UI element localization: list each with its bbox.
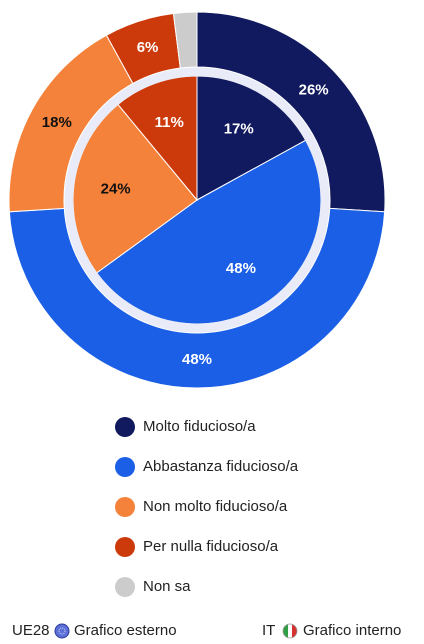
data-label: 18%: [42, 114, 72, 131]
eu-icon: [54, 623, 70, 639]
legend-label: Molto fiducioso/a: [143, 418, 256, 435]
data-label: 48%: [226, 260, 256, 277]
legend-swatch: [115, 497, 135, 517]
legend: Molto fiducioso/a Abbastanza fiducioso/a N…: [115, 417, 299, 597]
legend-swatch: [115, 537, 135, 557]
data-label: 17%: [224, 120, 254, 137]
data-label: 11%: [155, 114, 184, 131]
legend-swatch: [115, 417, 135, 437]
outer-slice: [8, 207, 386, 389]
inner-caption: Grafico interno: [303, 622, 401, 639]
inner-series-name: IT: [262, 622, 275, 639]
data-label: 24%: [101, 181, 131, 198]
outer-caption: Grafico esterno: [74, 622, 177, 639]
legend-swatch: [115, 577, 135, 597]
footer: UE28 Grafico esterno IT Grafico interno: [12, 622, 401, 639]
data-label: 6%: [137, 39, 159, 56]
legend-swatch: [115, 457, 135, 477]
data-label: 48%: [182, 351, 212, 368]
pie: 26% 48% 18% 6% 17% 48% 24% 11%: [8, 11, 386, 389]
legend-label: Abbastanza fiducioso/a: [143, 458, 299, 475]
outer-series-name: UE28: [12, 622, 50, 639]
legend-label: Per nulla fiducioso/a: [143, 538, 279, 555]
legend-label: Non sa: [143, 578, 191, 595]
data-label: 26%: [299, 81, 329, 98]
it-flag-icon: [282, 623, 298, 639]
outer-slice: [172, 11, 198, 69]
legend-label: Non molto fiducioso/a: [143, 498, 288, 515]
inner-ring: [64, 67, 330, 333]
